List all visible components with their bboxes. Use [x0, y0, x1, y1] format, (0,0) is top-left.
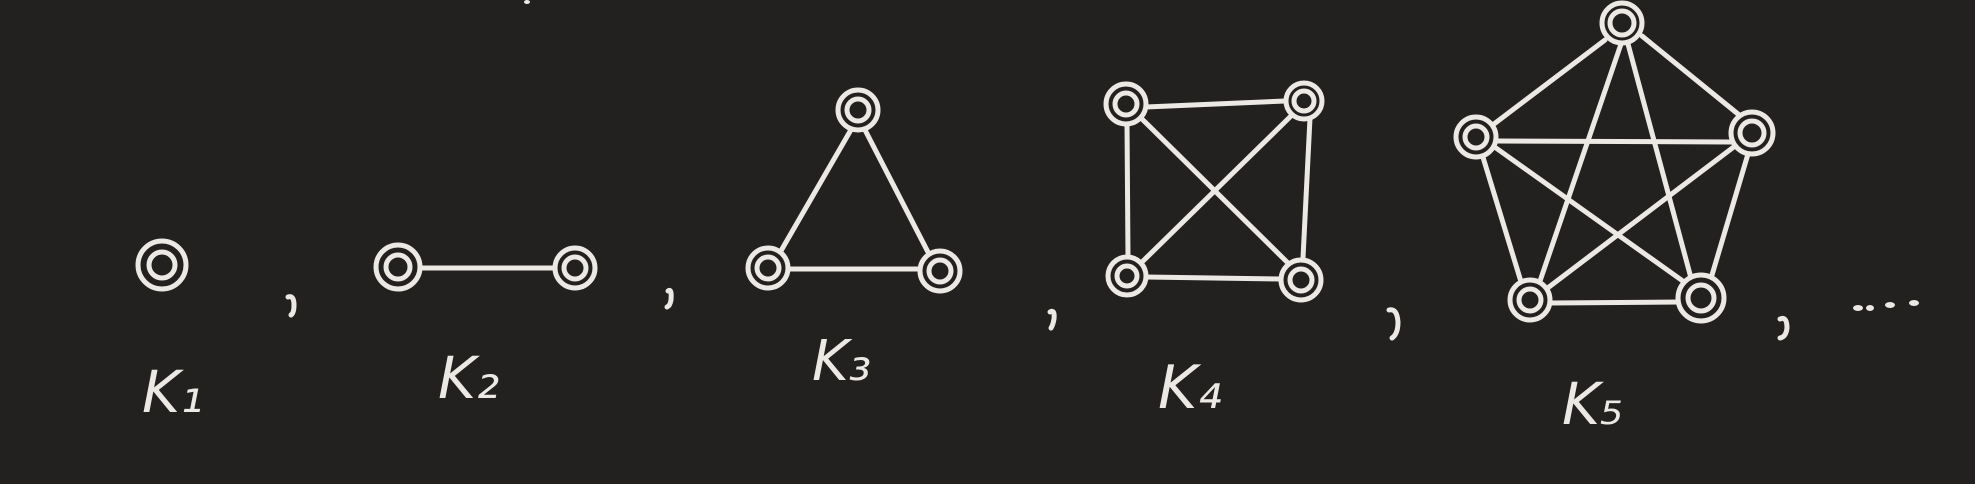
edge — [1143, 274, 1285, 282]
edge — [1300, 115, 1313, 261]
comma-4 — [1386, 307, 1401, 341]
vertex-inner — [1516, 286, 1544, 314]
edge — [1542, 143, 1738, 293]
graph-k2 — [373, 242, 598, 292]
vertex — [745, 245, 791, 291]
graph-k5 — [1453, 0, 1776, 324]
edge — [1495, 138, 1735, 145]
vertex-inner — [926, 257, 954, 285]
label-k4: K₄ — [1158, 353, 1221, 423]
vertex — [1105, 254, 1149, 298]
vertex — [835, 87, 881, 133]
edge — [1487, 37, 1608, 130]
vertex-inner — [1462, 123, 1490, 151]
edge — [1124, 119, 1131, 260]
label-k3: K₃ — [812, 329, 871, 394]
vertex-inner — [146, 249, 178, 281]
vertex-inner — [754, 254, 782, 282]
edge — [1137, 112, 1295, 267]
vertex — [1283, 80, 1325, 122]
vertex-inner — [844, 96, 872, 124]
vertex — [373, 242, 423, 292]
ellipsis — [1853, 300, 1919, 311]
vertex — [1453, 114, 1499, 160]
comma-5 — [1777, 315, 1790, 341]
edge — [1547, 299, 1683, 306]
ellipsis-dot — [1866, 305, 1874, 311]
label-k1: K₁ — [142, 358, 203, 426]
comma-2 — [664, 287, 674, 310]
comma-1 — [285, 294, 297, 318]
vertex — [1103, 81, 1149, 127]
vertex — [135, 238, 189, 292]
edge — [1625, 41, 1694, 281]
graph-k1 — [135, 238, 189, 292]
label-k2: K₂ — [438, 344, 499, 412]
edge — [775, 125, 855, 259]
vertex-inner — [1114, 263, 1140, 289]
vertex — [1728, 109, 1776, 157]
edge — [1493, 145, 1690, 287]
vertex-inner — [1685, 282, 1717, 314]
edge — [1479, 151, 1525, 288]
vertex-inner — [1291, 88, 1317, 114]
vertex-inner — [1607, 8, 1637, 38]
comma-3 — [1047, 308, 1057, 331]
vertex-inner — [1737, 118, 1767, 148]
edge — [1639, 33, 1741, 117]
graph-k4 — [1103, 80, 1325, 303]
vertex — [1507, 277, 1553, 323]
vertex — [1278, 257, 1324, 303]
edge — [1143, 98, 1288, 110]
vertex-inner — [1112, 90, 1140, 118]
vertex — [552, 245, 598, 291]
vertex-inner — [1287, 266, 1315, 294]
stray-mark — [524, 0, 530, 4]
vertex-inner — [561, 254, 589, 282]
vertex-inner — [383, 252, 413, 282]
edge — [1536, 41, 1624, 287]
ellipsis-dot — [1853, 305, 1863, 311]
label-k5: K₅ — [1562, 370, 1623, 438]
edge — [861, 125, 933, 259]
graph-k3 — [745, 87, 963, 294]
vertex — [917, 248, 963, 294]
vertex — [1675, 272, 1727, 324]
ellipsis-dot — [1885, 302, 1895, 308]
edge — [1709, 151, 1751, 278]
ellipsis-dot — [1909, 300, 1919, 306]
